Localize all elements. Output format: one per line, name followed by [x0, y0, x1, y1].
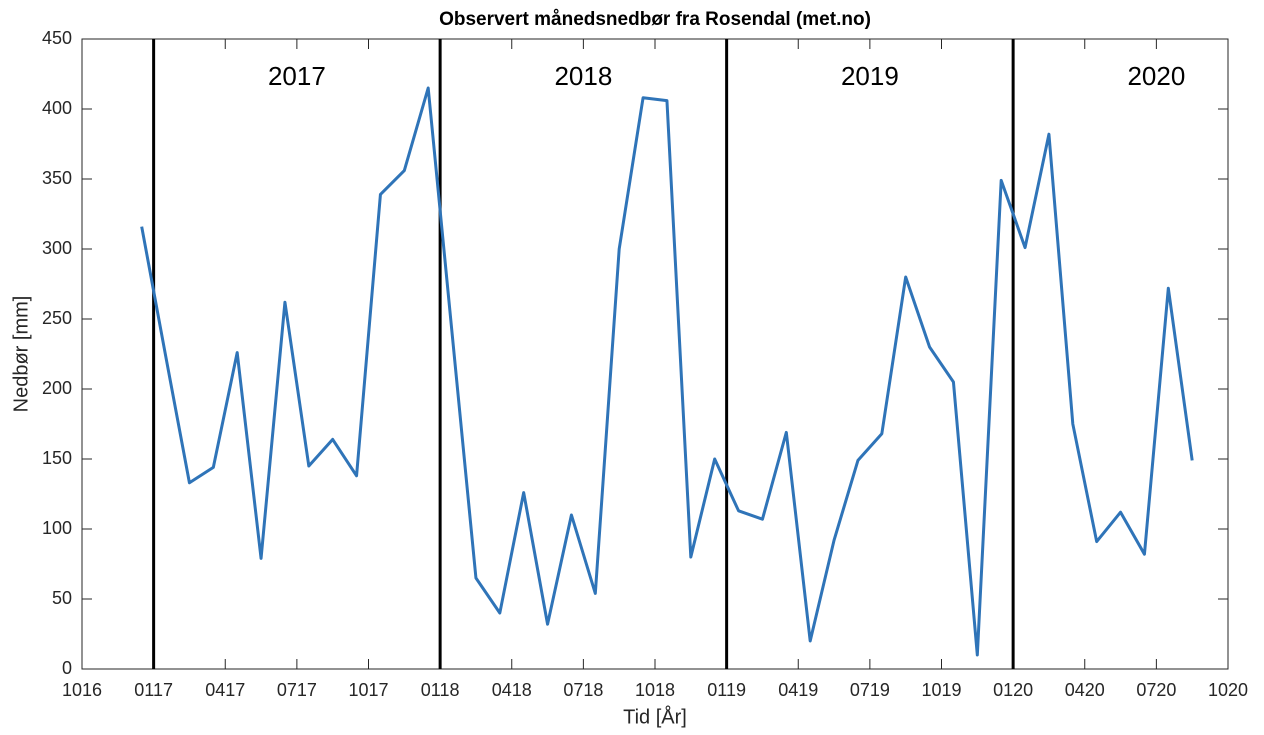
- x-tick-label: 1017: [348, 680, 388, 700]
- y-tick-label: 300: [42, 238, 72, 258]
- y-tick-label: 0: [62, 658, 72, 678]
- x-tick-label: 0420: [1065, 680, 1105, 700]
- x-tick-label: 0718: [563, 680, 603, 700]
- x-tick-label: 0417: [205, 680, 245, 700]
- y-tick-label: 350: [42, 168, 72, 188]
- y-tick-label: 400: [42, 98, 72, 118]
- x-tick-label: 0119: [707, 680, 746, 700]
- x-tick-label: 0118: [421, 680, 460, 700]
- x-tick-label: 0719: [850, 680, 890, 700]
- y-tick-label: 200: [42, 378, 72, 398]
- x-tick-label: 0120: [993, 680, 1033, 700]
- y-tick-label: 100: [42, 518, 72, 538]
- y-tick-label: 450: [42, 28, 72, 48]
- y-tick-label: 250: [42, 308, 72, 328]
- x-tick-label: 1020: [1208, 680, 1248, 700]
- y-tick-label: 150: [42, 448, 72, 468]
- x-tick-label: 1019: [921, 680, 961, 700]
- year-label: 2020: [1127, 61, 1185, 91]
- x-tick-label: 0419: [778, 680, 818, 700]
- x-tick-label: 1016: [62, 680, 102, 700]
- year-label: 2017: [268, 61, 326, 91]
- y-axis-label: Nedbør [mm]: [10, 296, 32, 413]
- year-label: 2019: [841, 61, 899, 91]
- x-tick-label: 0418: [492, 680, 532, 700]
- axes-box: [81, 38, 1229, 670]
- y-tick-label: 50: [52, 588, 72, 608]
- x-tick-label: 1018: [635, 680, 675, 700]
- year-label: 2018: [554, 61, 612, 91]
- x-tick-label: 0720: [1136, 680, 1176, 700]
- x-axis-label: Tid [År]: [623, 705, 687, 728]
- x-tick-label: 0717: [277, 680, 317, 700]
- x-tick-label: 0117: [134, 680, 173, 700]
- data-line: [140, 86, 1194, 657]
- chart-title: Observert månedsnedbør fra Rosendal (met…: [439, 9, 871, 30]
